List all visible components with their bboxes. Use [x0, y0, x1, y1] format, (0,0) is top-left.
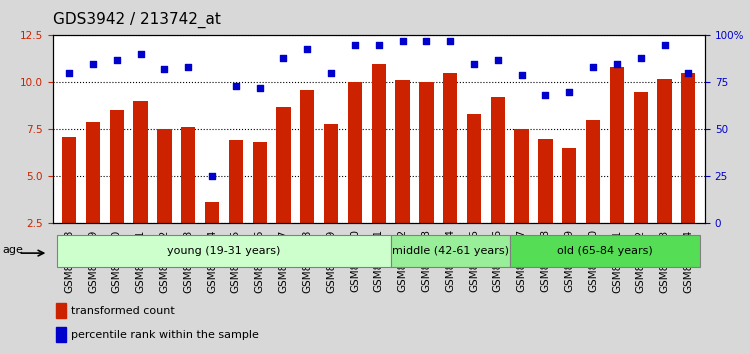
Point [563, 89, 575, 95]
Bar [229, 141, 243, 270]
Bar [466, 114, 482, 270]
Bar [562, 148, 577, 270]
Point [349, 42, 361, 47]
Point [587, 64, 599, 70]
Bar [134, 101, 148, 270]
Text: old (65-84 years): old (65-84 years) [557, 246, 652, 256]
Point [539, 93, 551, 98]
Bar [158, 129, 172, 270]
Bar [110, 110, 124, 270]
Bar [395, 80, 410, 270]
Bar [610, 67, 624, 270]
Point [158, 66, 170, 72]
Text: middle (42-61 years): middle (42-61 years) [392, 246, 508, 256]
Point [63, 70, 75, 76]
Bar [681, 73, 695, 270]
Point [325, 70, 337, 76]
Text: GDS3942 / 213742_at: GDS3942 / 213742_at [53, 12, 220, 28]
Bar [56, 327, 66, 342]
Point [302, 46, 313, 51]
Point [516, 72, 528, 78]
Point [492, 57, 504, 63]
Bar [657, 79, 672, 270]
Text: young (19-31 years): young (19-31 years) [167, 246, 280, 256]
FancyBboxPatch shape [391, 235, 510, 267]
Text: percentile rank within the sample: percentile rank within the sample [70, 330, 259, 339]
Point [278, 55, 290, 61]
Bar [86, 122, 100, 270]
Bar [371, 64, 386, 270]
Bar [324, 124, 338, 270]
Point [397, 38, 409, 44]
Bar [253, 142, 267, 270]
Point [682, 70, 694, 76]
Point [206, 173, 218, 179]
Bar [490, 97, 505, 270]
Bar [514, 129, 529, 270]
Point [111, 57, 123, 63]
Point [611, 61, 623, 67]
Point [444, 38, 456, 44]
Bar [586, 120, 600, 270]
Bar [419, 82, 434, 270]
Point [421, 38, 433, 44]
Point [468, 61, 480, 67]
Point [182, 64, 194, 70]
Bar [205, 202, 219, 270]
FancyBboxPatch shape [57, 235, 391, 267]
Bar [443, 73, 458, 270]
Bar [300, 90, 314, 270]
Point [230, 83, 242, 89]
Point [134, 51, 146, 57]
Point [373, 42, 385, 47]
Text: age: age [3, 245, 23, 255]
Bar [276, 107, 291, 270]
Bar [181, 127, 196, 270]
FancyBboxPatch shape [510, 235, 700, 267]
Bar [538, 138, 553, 270]
Point [87, 61, 99, 67]
Point [254, 85, 266, 91]
Bar [62, 137, 76, 270]
Point [634, 55, 646, 61]
Text: transformed count: transformed count [70, 306, 175, 316]
Bar [348, 82, 362, 270]
Point [658, 42, 670, 47]
Bar [56, 303, 66, 318]
Bar [634, 92, 648, 270]
